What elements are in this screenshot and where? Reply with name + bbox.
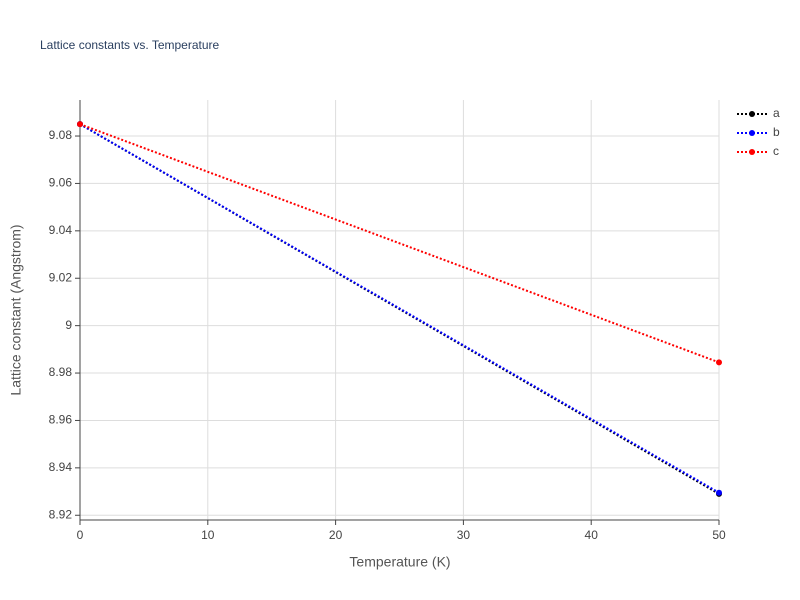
chart-title: Lattice constants vs. Temperature	[40, 38, 220, 52]
legend-label: b	[773, 125, 780, 139]
x-tick-label: 40	[585, 528, 599, 542]
y-tick-label: 8.92	[49, 507, 73, 521]
x-tick-label: 20	[329, 528, 343, 542]
y-tick-label: 8.94	[49, 460, 73, 474]
y-tick-label: 9.06	[49, 176, 73, 190]
y-tick-label: 8.98	[49, 365, 73, 379]
point	[716, 359, 722, 366]
x-tick-label: 50	[712, 528, 726, 542]
x-tick-label: 30	[457, 528, 471, 542]
series-line	[79, 123, 720, 364]
x-axis-title: Temperature (K)	[349, 554, 450, 570]
legend-marker	[749, 111, 755, 117]
y-tick-label: 9.02	[49, 270, 73, 284]
legend-label: c	[773, 144, 779, 158]
legend-marker	[749, 149, 755, 155]
x-tick-label: 10	[201, 528, 215, 542]
y-axis-title: Lattice constant (Angstrom)	[8, 224, 24, 395]
y-tick-label: 9.08	[49, 128, 73, 142]
y-tick-label: 9.04	[49, 223, 73, 237]
point	[77, 121, 83, 128]
y-tick-label: 9	[65, 318, 72, 332]
point	[716, 489, 722, 496]
series-line	[79, 123, 720, 494]
legend-label: a	[773, 106, 780, 120]
y-tick-label: 8.96	[49, 413, 73, 427]
legend-marker	[749, 130, 755, 136]
x-tick-label: 0	[77, 528, 84, 542]
